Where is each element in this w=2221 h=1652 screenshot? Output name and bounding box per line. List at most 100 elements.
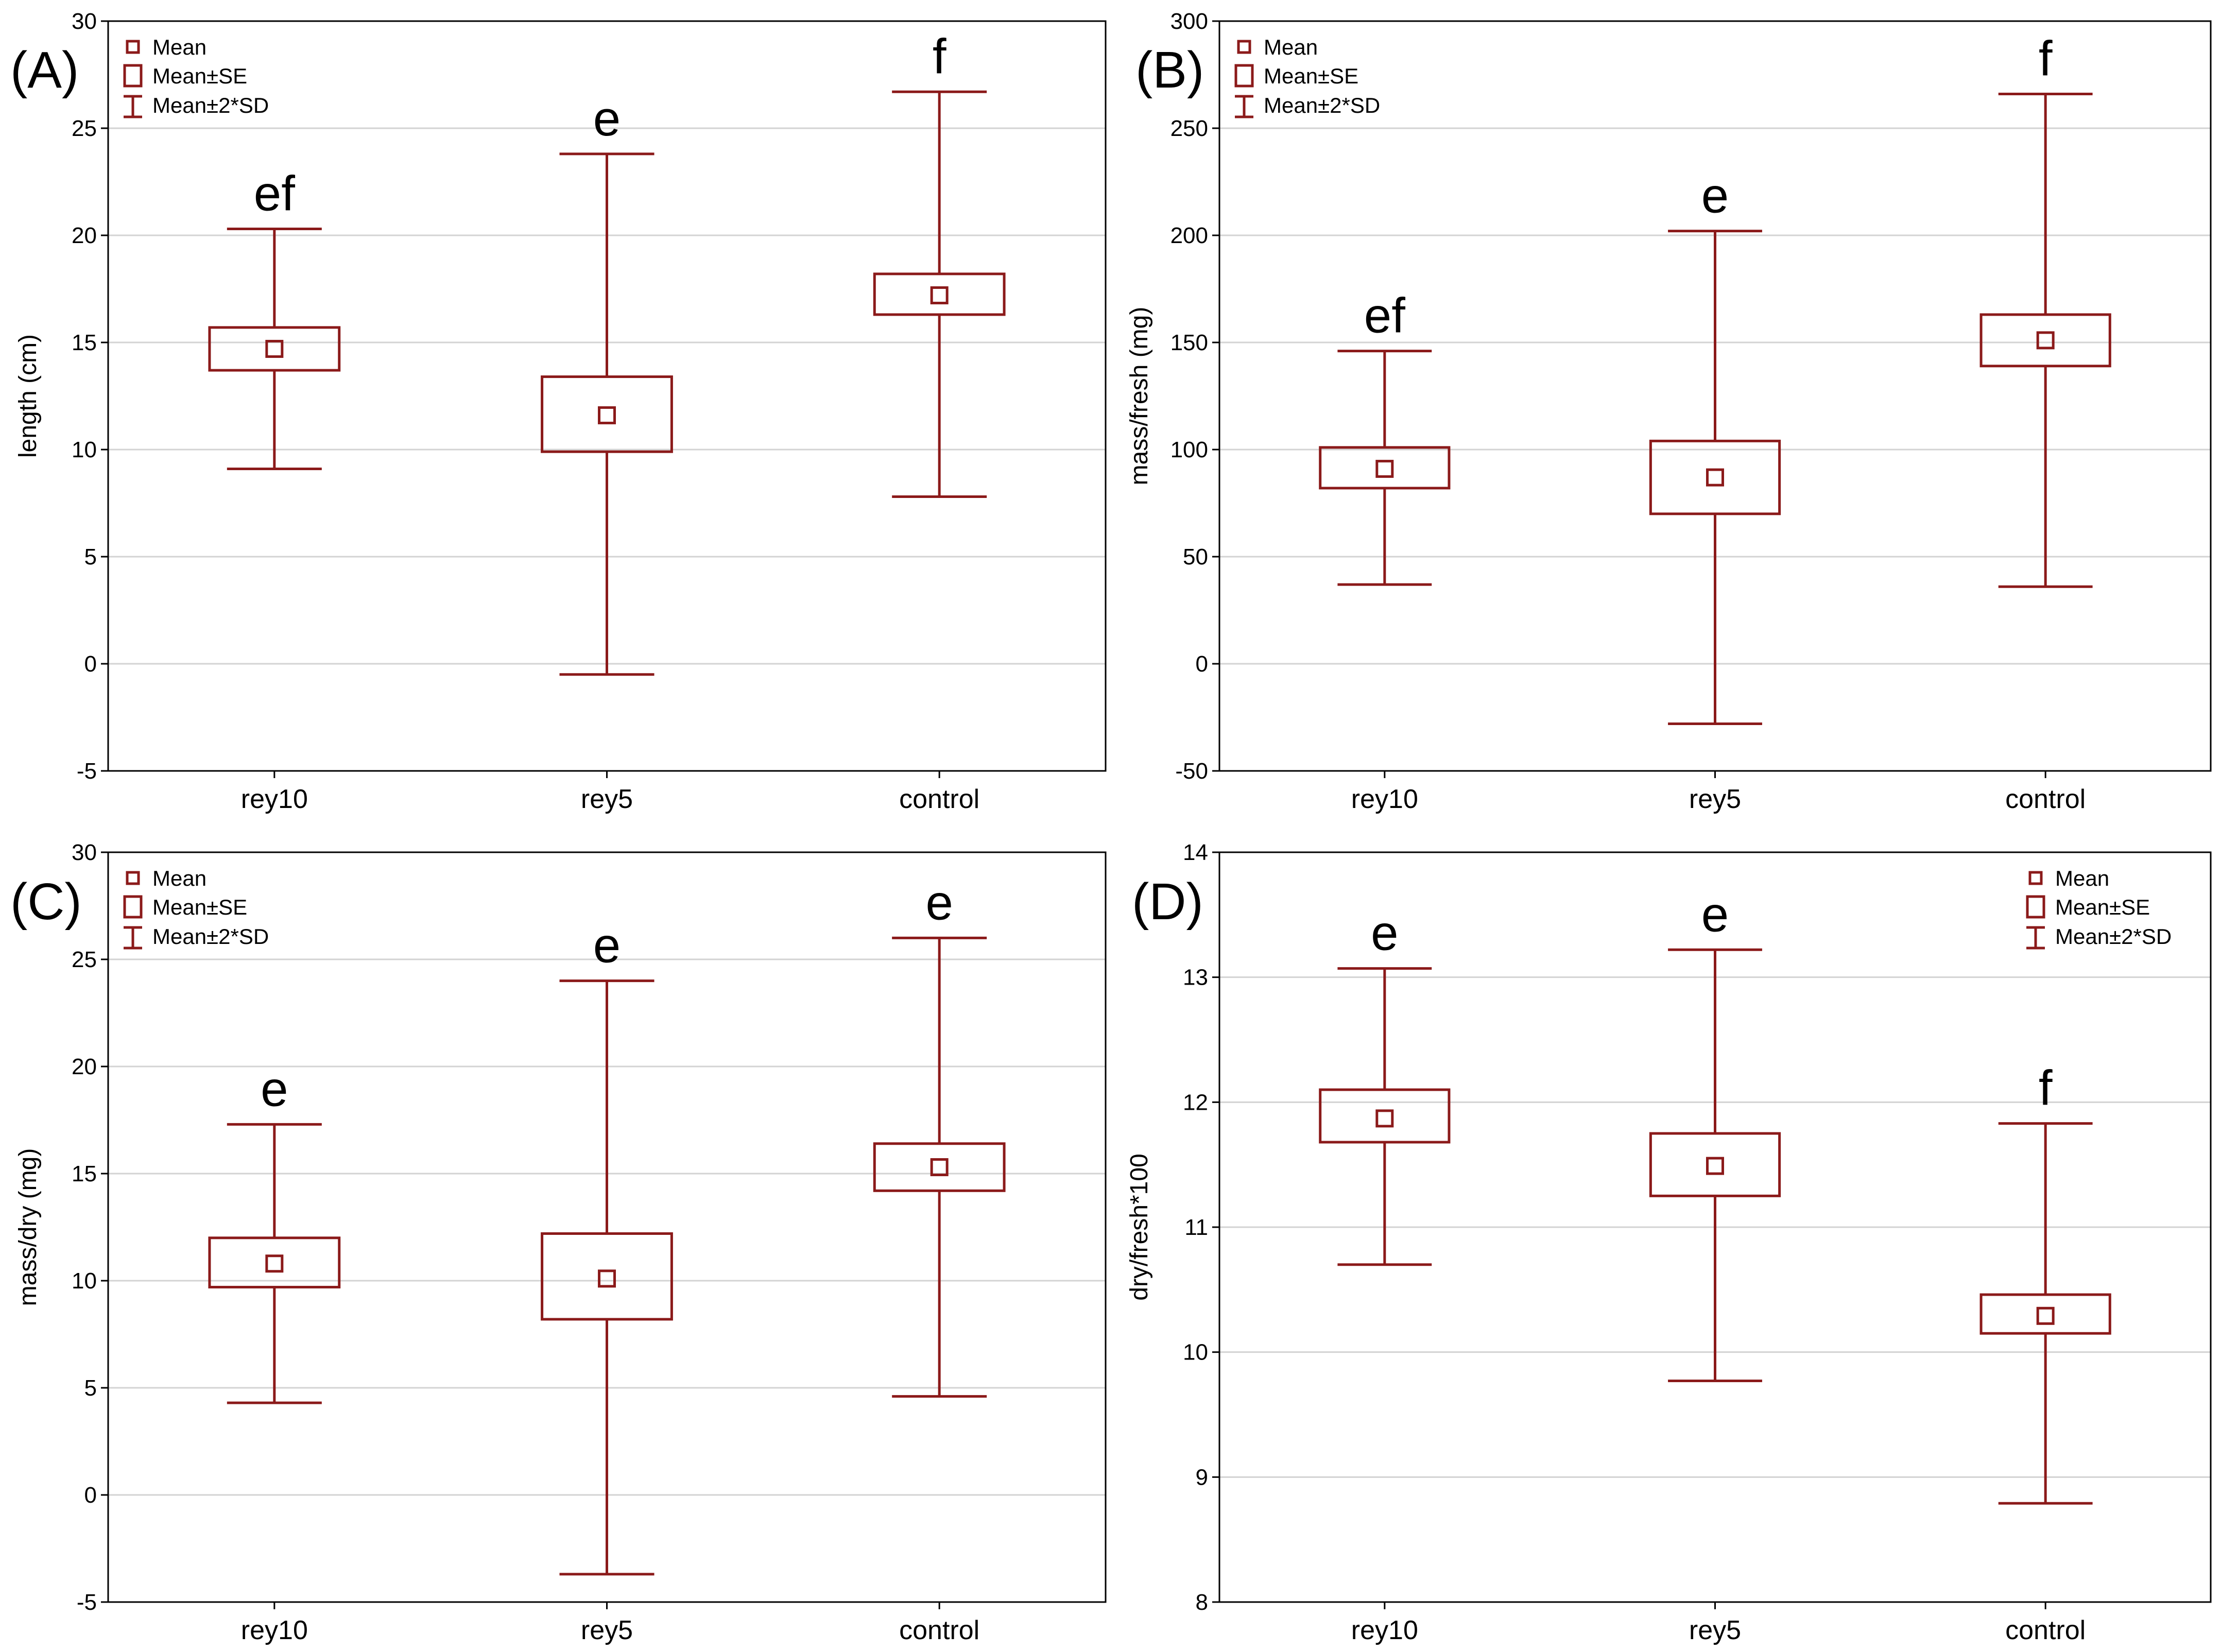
legend: Mean Mean±SE Mean±2*SD — [123, 35, 269, 118]
legend-mean-label: Mean — [1264, 35, 1318, 59]
y-tick-label: 30 — [72, 840, 97, 865]
y-tick-label: 25 — [72, 947, 97, 972]
mean-marker — [265, 1254, 284, 1273]
legend-se-label: Mean±SE — [1264, 64, 1358, 88]
mean-marker — [2036, 331, 2055, 350]
se-box — [1319, 446, 1451, 490]
x-tick-label: rey10 — [1351, 1615, 1418, 1645]
legend: Mean Mean±SE Mean±2*SD — [2026, 866, 2172, 950]
y-axis-title: mass/fresh (mg) — [1126, 307, 1153, 486]
legend-se-label: Mean±SE — [2055, 895, 2150, 919]
x-tick-label: control — [899, 784, 979, 814]
legend-sd-label: Mean±2*SD — [152, 924, 269, 949]
y-tick-label: 8 — [1196, 1590, 1208, 1615]
y-tick-label: 11 — [1184, 1215, 1208, 1240]
y-tick-label: 10 — [1183, 1340, 1208, 1365]
x-tick-label: rey5 — [1689, 784, 1741, 814]
significance-letter: f — [2039, 1061, 2053, 1116]
legend-sd-label: Mean±2*SD — [1264, 93, 1380, 117]
x-tick-label: control — [2005, 1615, 2086, 1645]
significance-letter: f — [2039, 31, 2053, 86]
y-tick-label: 15 — [72, 1161, 97, 1186]
mean-marker — [1706, 1157, 1724, 1175]
y-tick-label: 50 — [1183, 544, 1208, 570]
significance-letter: e — [593, 918, 621, 973]
y-tick-label: 100 — [1170, 437, 1208, 462]
y-tick-label: 20 — [72, 1054, 97, 1079]
legend-mean-icon — [126, 40, 140, 54]
se-box — [1649, 1132, 1781, 1197]
y-axis-title: length (cm) — [14, 334, 42, 458]
y-tick-label: 0 — [1196, 651, 1208, 677]
legend-sd-label: Mean±2*SD — [152, 93, 269, 117]
legend-se-label: Mean±SE — [152, 64, 247, 88]
se-box — [541, 375, 673, 453]
se-box — [1979, 313, 2111, 368]
significance-letter: e — [261, 1061, 288, 1116]
legend-se-icon — [123, 64, 143, 88]
y-axis-title: dry/fresh*100 — [1126, 1154, 1153, 1301]
significance-letter: e — [593, 91, 621, 146]
legend-mean-icon — [2028, 871, 2043, 885]
significance-letter: ef — [254, 166, 295, 221]
y-tick-label: -50 — [1175, 759, 1208, 784]
panel-c: -5 0 5 10 15 20 25 30 mass/dry (mg) (C) rey10 e rey5… — [10, 840, 1107, 1645]
legend-mean-label: Mean — [2055, 866, 2109, 890]
y-tick-label: 13 — [1183, 965, 1208, 990]
y-tick-label: 15 — [72, 330, 97, 355]
mean-marker — [1375, 459, 1394, 478]
significance-letter: e — [1371, 906, 1398, 961]
significance-letter: e — [1701, 887, 1729, 942]
se-box — [1319, 1088, 1451, 1144]
panel-a: -5 0 5 10 15 20 25 30 length (cm) (A) rey10 ef rey5 e… — [10, 9, 1107, 814]
se-box — [1979, 1293, 2111, 1335]
y-tick-label: 300 — [1170, 9, 1208, 34]
legend-mean-label: Mean — [152, 866, 206, 890]
x-tick-label: rey5 — [1689, 1615, 1741, 1645]
x-tick-label: rey5 — [581, 784, 633, 814]
mean-marker — [598, 406, 616, 424]
x-tick-label: control — [2005, 784, 2086, 814]
panel-label: (C) — [10, 873, 82, 931]
y-tick-label: 0 — [84, 651, 97, 677]
y-tick-label: 9 — [1196, 1465, 1208, 1490]
x-tick-label: rey10 — [241, 1615, 308, 1645]
y-tick-label: -5 — [77, 759, 97, 784]
significance-letter: e — [1701, 168, 1729, 223]
y-tick-label: 20 — [72, 223, 97, 248]
y-tick-label: 5 — [84, 1375, 97, 1401]
legend: Mean Mean±SE Mean±2*SD — [123, 866, 269, 950]
se-box — [873, 272, 1006, 316]
x-tick-label: rey10 — [1351, 784, 1418, 814]
y-tick-label: 200 — [1170, 223, 1208, 248]
significance-letter: ef — [1364, 288, 1405, 343]
x-tick-label: rey10 — [241, 784, 308, 814]
y-tick-label: 0 — [84, 1483, 97, 1508]
y-tick-label: 5 — [84, 544, 97, 570]
panel-label: (D) — [1132, 873, 1203, 931]
y-tick-label: 30 — [72, 9, 97, 34]
y-axis-title: mass/dry (mg) — [14, 1148, 42, 1306]
significance-letter: e — [925, 875, 953, 930]
y-tick-label: 25 — [72, 116, 97, 141]
panel-label: (A) — [10, 41, 79, 99]
y-tick-label: 12 — [1183, 1090, 1208, 1115]
se-box — [208, 326, 341, 372]
se-box — [873, 1142, 1006, 1192]
y-tick-label: 10 — [72, 437, 97, 462]
mean-marker — [930, 286, 949, 304]
legend-mean-icon — [1237, 40, 1251, 54]
y-tick-label: 250 — [1170, 116, 1208, 141]
panel-b: -50 0 50 100 150 200 250 300 mass/fresh (mg) (B) r… — [1126, 9, 2212, 814]
legend: Mean Mean±SE Mean±2*SD — [1234, 35, 1380, 118]
y-tick-label: 10 — [72, 1268, 97, 1294]
legend-se-icon — [123, 895, 143, 919]
panel-label: (B) — [1135, 41, 1204, 99]
legend-se-icon — [1234, 64, 1254, 88]
legend-se-label: Mean±SE — [152, 895, 247, 919]
legend-mean-label: Mean — [152, 35, 206, 59]
mean-marker — [1706, 468, 1724, 487]
mean-marker — [930, 1158, 949, 1177]
legend-sd-label: Mean±2*SD — [2055, 924, 2172, 949]
legend-se-icon — [2026, 895, 2045, 919]
